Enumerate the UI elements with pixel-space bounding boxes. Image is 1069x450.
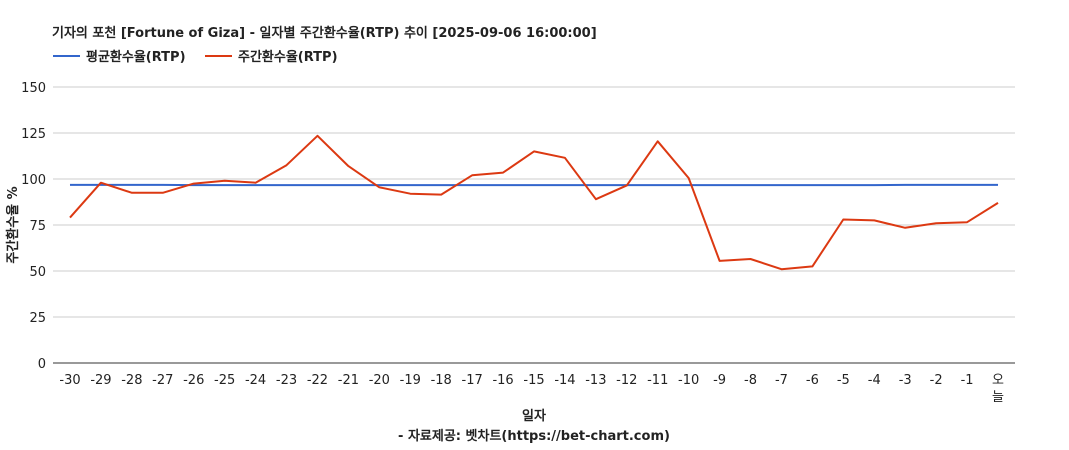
x-tick-label: -2 <box>930 373 943 388</box>
x-tick-label: -14 <box>554 373 575 388</box>
x-tick-label: -12 <box>616 373 637 388</box>
x-tick-label: -11 <box>647 373 668 388</box>
x-tick-label: -6 <box>806 373 819 388</box>
legend: 평균환수율(RTP) 주간환수율(RTP) <box>53 49 338 65</box>
x-tick-label: -20 <box>369 373 390 388</box>
y-tick-label: 125 <box>21 127 46 142</box>
x-tick-label: -25 <box>214 373 235 388</box>
legend-label-avg-rtp[interactable]: 평균환수율(RTP) <box>86 49 186 65</box>
x-tick-label: -13 <box>585 373 606 388</box>
source-credit: - 자료제공: 벳차트(https://bet-chart.com) <box>398 428 670 444</box>
x-axis-label: 일자 <box>522 409 546 424</box>
x-tick-label: -3 <box>899 373 912 388</box>
y-tick-label: 150 <box>21 81 46 96</box>
y-tick-label: 75 <box>29 219 46 234</box>
x-tick-label: -27 <box>152 373 173 388</box>
x-tick-label: -23 <box>276 373 297 388</box>
x-tick-label: -28 <box>121 373 142 388</box>
y-tick-label: 25 <box>29 311 46 326</box>
x-tick-labels: -30 -29 -28 -27 -26 -25 -24 -23 -22 -21 -20 -19 -18-… <box>59 373 1004 405</box>
series-lines <box>69 134 999 271</box>
x-tick-label: -17 <box>462 373 483 388</box>
x-tick-label: -10 <box>678 373 699 388</box>
y-tick-labels: 0 25 50 75 100 125 150 <box>21 81 46 372</box>
x-tick-label: -4 <box>868 373 881 388</box>
x-tick-label: -29 <box>90 373 111 388</box>
gridlines <box>53 86 1015 364</box>
x-tick-label: -1 <box>961 373 974 388</box>
x-tick-label: -18 <box>431 373 452 388</box>
x-tick-label: -22 <box>307 373 328 388</box>
y-axis-label: 주간환수율 % <box>5 186 21 263</box>
x-tick-label: -24 <box>245 373 266 388</box>
x-tick-label: -16 <box>492 373 513 388</box>
x-tick-label: -5 <box>837 373 850 388</box>
x-tick-label: -30 <box>59 373 80 388</box>
x-tick-label: -8 <box>744 373 757 388</box>
y-tick-label: 0 <box>38 357 46 372</box>
x-tick-label: -21 <box>338 373 359 388</box>
chart-title: 기자의 포천 [Fortune of Giza] - 일자별 주간환수율(RTP… <box>52 25 597 41</box>
x-tick-label: -26 <box>183 373 204 388</box>
y-tick-label: 50 <box>29 265 46 280</box>
x-tick-label: -7 <box>775 373 788 388</box>
legend-label-weekly-rtp[interactable]: 주간환수율(RTP) <box>238 49 338 65</box>
series-line-weekly-rtp[interactable] <box>69 134 999 271</box>
x-tick-label: -15 <box>523 373 544 388</box>
y-tick-label: 100 <box>21 173 46 188</box>
x-tick-label: -9 <box>713 373 726 388</box>
x-tick-label: -19 <box>400 373 421 388</box>
